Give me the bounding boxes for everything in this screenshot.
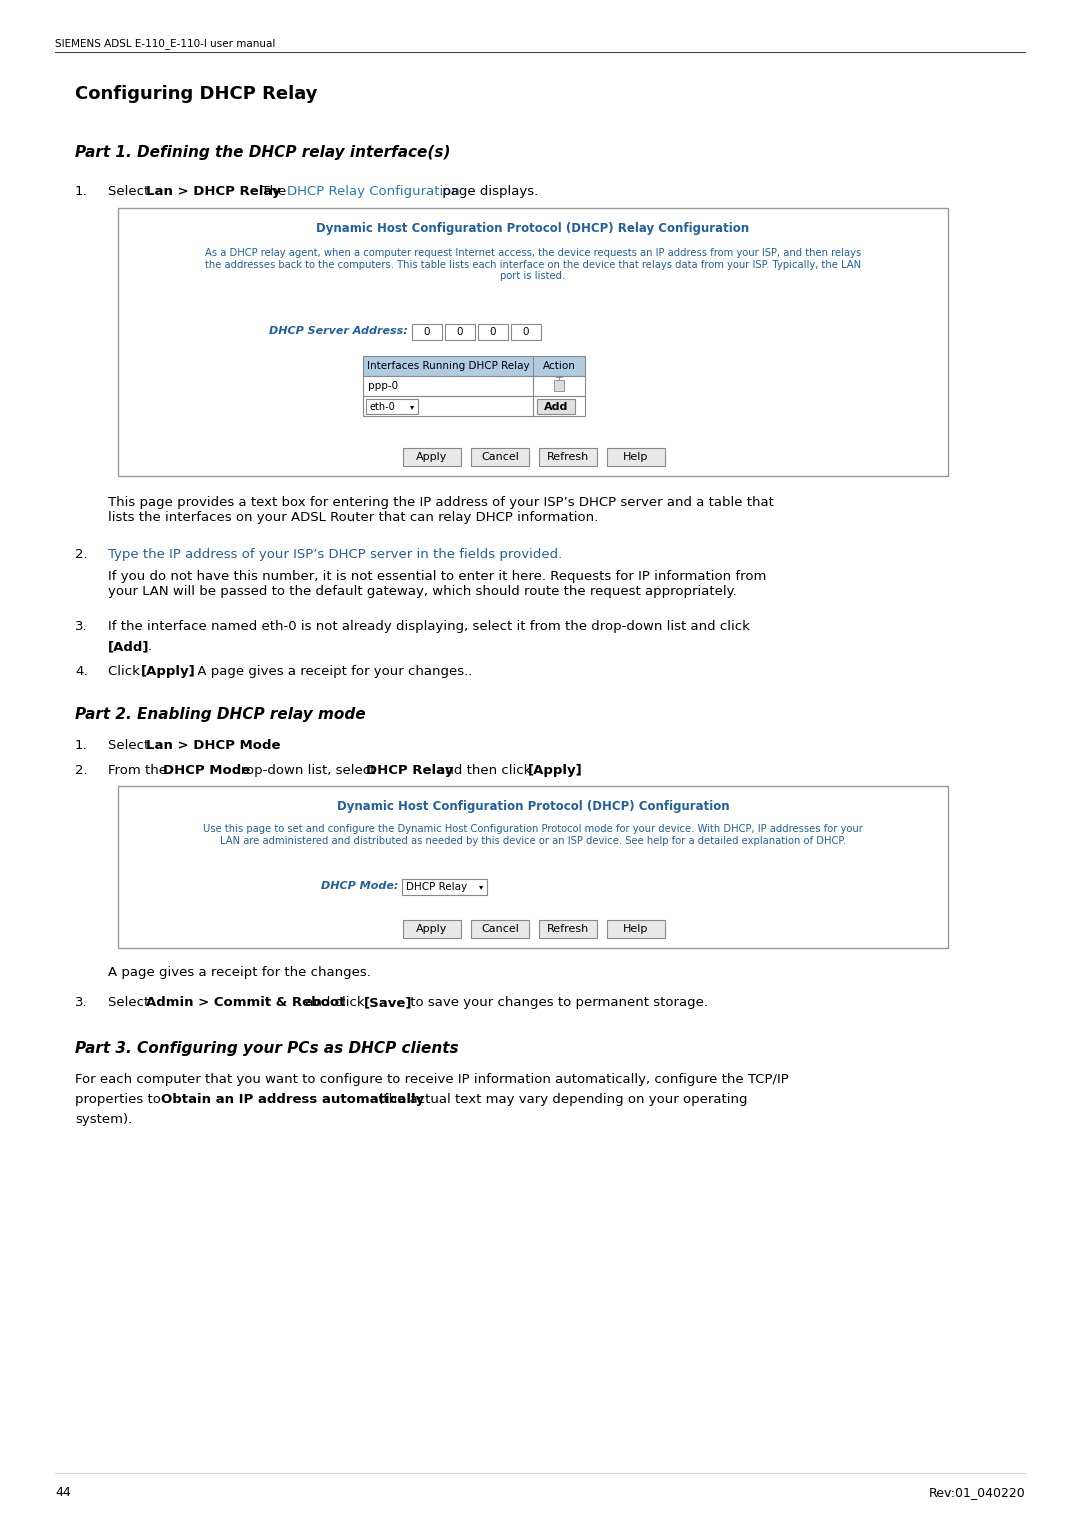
Bar (607, 920, 665, 938)
Text: .: . (148, 640, 152, 652)
Text: Click: Click (108, 665, 144, 678)
Bar (607, 448, 665, 466)
Bar (363, 356, 585, 376)
Text: Select: Select (108, 996, 153, 1008)
Text: Action: Action (542, 361, 576, 371)
Text: Apply: Apply (416, 452, 448, 461)
Bar (511, 324, 541, 341)
Text: [Apply]: [Apply] (141, 665, 195, 678)
Text: [Add]: [Add] (108, 640, 149, 652)
Text: 0: 0 (423, 327, 430, 338)
Bar (118, 785, 948, 947)
Text: Cancel: Cancel (481, 924, 518, 934)
Text: DHCP Server Address:: DHCP Server Address: (269, 325, 408, 336)
Text: ▾: ▾ (478, 883, 483, 891)
Text: . The: . The (253, 185, 291, 199)
Text: 1.: 1. (75, 185, 87, 199)
Text: page displays.: page displays. (438, 185, 538, 199)
Bar (554, 380, 564, 391)
Text: . A page gives a receipt for your changes..: . A page gives a receipt for your change… (189, 665, 472, 678)
Text: Refresh: Refresh (546, 452, 589, 461)
Text: 2.: 2. (75, 549, 87, 561)
Bar (537, 399, 575, 414)
Bar (403, 920, 461, 938)
Text: Select: Select (108, 740, 153, 752)
Text: 2.: 2. (75, 764, 87, 778)
Text: Select: Select (108, 185, 153, 199)
Text: Part 3. Configuring your PCs as DHCP clients: Part 3. Configuring your PCs as DHCP cli… (75, 1041, 459, 1056)
Text: DHCP Relay: DHCP Relay (406, 882, 468, 892)
Text: As a DHCP relay agent, when a computer request Internet access, the device reque: As a DHCP relay agent, when a computer r… (205, 248, 861, 281)
Bar (411, 324, 442, 341)
Text: ▾: ▾ (409, 402, 414, 411)
Text: to save your changes to permanent storage.: to save your changes to permanent storag… (406, 996, 708, 1008)
Bar (471, 920, 529, 938)
Text: From the: From the (108, 764, 172, 778)
Bar (403, 448, 461, 466)
Text: and then click: and then click (433, 764, 536, 778)
Text: Rev:01_040220: Rev:01_040220 (928, 1487, 1025, 1499)
Text: [Save]: [Save] (364, 996, 413, 1008)
Bar (363, 376, 585, 396)
Text: system).: system). (75, 1112, 132, 1126)
Text: 0: 0 (457, 327, 463, 338)
Text: For each computer that you want to configure to receive IP information automatic: For each computer that you want to confi… (75, 1073, 788, 1086)
Text: If the interface named eth-0 is not already displaying, select it from the drop-: If the interface named eth-0 is not alre… (108, 620, 750, 633)
Text: (the actual text may vary depending on your operating: (the actual text may vary depending on y… (374, 1093, 747, 1106)
Text: DHCP Relay Configuration: DHCP Relay Configuration (287, 185, 460, 199)
Text: Part 2. Enabling DHCP relay mode: Part 2. Enabling DHCP relay mode (75, 707, 366, 723)
Bar (445, 324, 475, 341)
Text: Refresh: Refresh (546, 924, 589, 934)
Text: Help: Help (623, 924, 649, 934)
Text: Configuring DHCP Relay: Configuring DHCP Relay (75, 86, 318, 102)
Text: drop-down list, select: drop-down list, select (228, 764, 380, 778)
Bar (366, 399, 418, 414)
Text: Dynamic Host Configuration Protocol (DHCP) Relay Configuration: Dynamic Host Configuration Protocol (DHC… (316, 222, 750, 235)
Bar (539, 448, 597, 466)
Text: Cancel: Cancel (481, 452, 518, 461)
Text: Admin > Commit & Reboot: Admin > Commit & Reboot (146, 996, 346, 1008)
Text: If you do not have this number, it is not essential to enter it here. Requests f: If you do not have this number, it is no… (108, 570, 767, 597)
Bar (539, 920, 597, 938)
Text: This page provides a text box for entering the IP address of your ISP’s DHCP ser: This page provides a text box for enteri… (108, 497, 774, 524)
Text: Add: Add (544, 402, 568, 411)
Text: Part 1. Defining the DHCP relay interface(s): Part 1. Defining the DHCP relay interfac… (75, 145, 450, 160)
Text: Interfaces Running DHCP Relay: Interfaces Running DHCP Relay (367, 361, 529, 371)
Bar (118, 208, 948, 477)
Text: properties to: properties to (75, 1093, 165, 1106)
Bar (402, 879, 487, 895)
Text: 3.: 3. (75, 620, 87, 633)
Text: 0: 0 (523, 327, 529, 338)
Text: Dynamic Host Configuration Protocol (DHCP) Configuration: Dynamic Host Configuration Protocol (DHC… (337, 801, 729, 813)
Text: 44: 44 (55, 1487, 71, 1499)
Text: and click: and click (301, 996, 369, 1008)
Bar (363, 396, 585, 416)
Text: Type the IP address of your ISP’s DHCP server in the fields provided.: Type the IP address of your ISP’s DHCP s… (108, 549, 563, 561)
Bar (478, 324, 508, 341)
Text: eth-0: eth-0 (369, 402, 395, 411)
Text: DHCP Mode:: DHCP Mode: (321, 882, 399, 891)
Text: Apply: Apply (416, 924, 448, 934)
Text: Lan > DHCP Relay: Lan > DHCP Relay (146, 185, 281, 199)
Text: 3.: 3. (75, 996, 87, 1008)
Text: .: . (576, 764, 580, 778)
Text: .: . (249, 740, 253, 752)
Text: Obtain an IP address automatically: Obtain an IP address automatically (161, 1093, 424, 1106)
Text: 4.: 4. (75, 665, 87, 678)
Text: A page gives a receipt for the changes.: A page gives a receipt for the changes. (108, 966, 370, 979)
Text: Help: Help (623, 452, 649, 461)
Text: DHCP Mode: DHCP Mode (163, 764, 251, 778)
Text: Lan > DHCP Mode: Lan > DHCP Mode (146, 740, 281, 752)
Bar (471, 448, 529, 466)
Text: DHCP Relay: DHCP Relay (366, 764, 454, 778)
Text: [Apply]: [Apply] (528, 764, 583, 778)
Text: SIEMENS ADSL E-110_E-110-I user manual: SIEMENS ADSL E-110_E-110-I user manual (55, 38, 275, 49)
Text: ppp-0: ppp-0 (368, 380, 399, 391)
Text: 1.: 1. (75, 740, 87, 752)
Text: 0: 0 (489, 327, 496, 338)
Text: Use this page to set and configure the Dynamic Host Configuration Protocol mode : Use this page to set and configure the D… (203, 824, 863, 845)
